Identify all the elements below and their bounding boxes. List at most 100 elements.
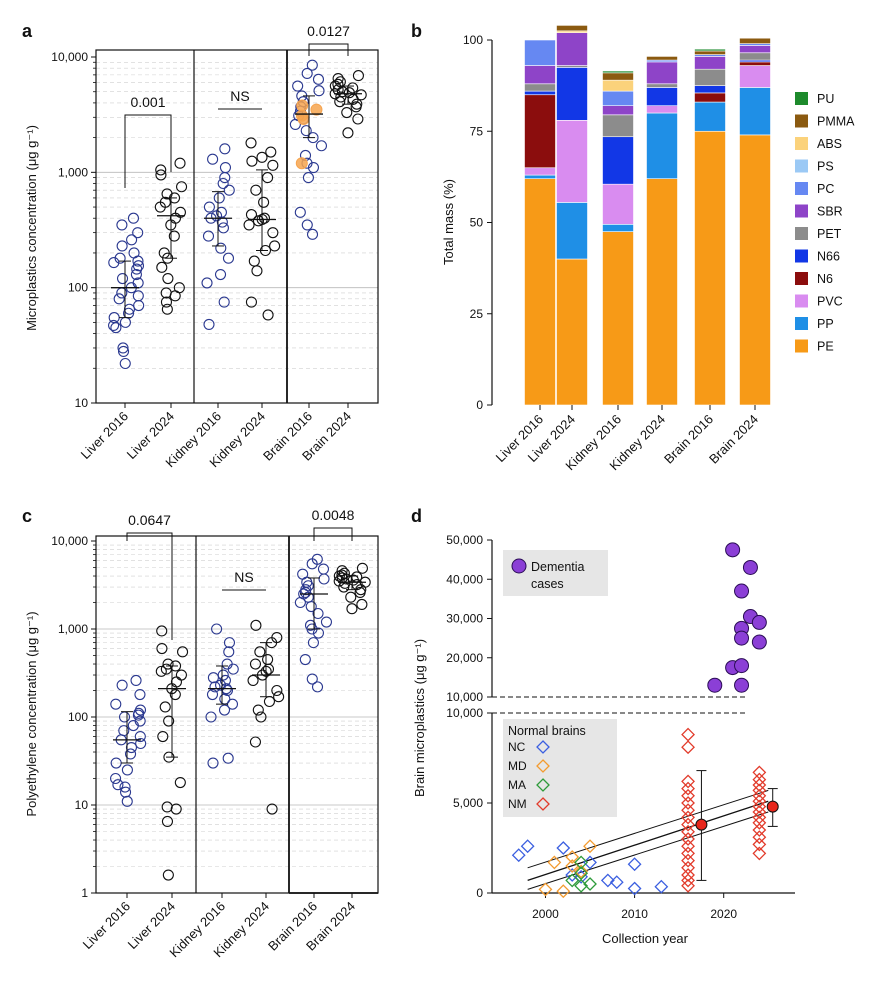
legend-swatch-pe	[795, 339, 808, 353]
datapoint-nm-diamond	[752, 783, 767, 798]
legend-swatch-n66	[795, 249, 808, 263]
datapoint-kidney-2024	[263, 695, 275, 708]
datapoint-liver-2024	[161, 815, 174, 828]
highlighted-datapoint	[295, 157, 308, 170]
legend-label-n6: N6	[817, 272, 833, 286]
y-tick-label: 100	[463, 33, 483, 47]
datapoint-brain-2016	[311, 553, 323, 565]
legend-swatch-abs	[795, 137, 808, 150]
datapoint-kidney-2016	[217, 177, 229, 190]
datapoint-kidney-2024	[246, 155, 258, 167]
bar-segment-pmma-brain-2016	[694, 50, 726, 55]
x-tick-label-liver-2024: Liver 2024	[125, 899, 179, 953]
datapoint-liver-2016	[132, 290, 144, 302]
panel-c-ylabel: Polyethylene concentration (μg g⁻¹)	[24, 611, 39, 816]
panel-a-y-axis: 10 100 1,000 10,000	[51, 50, 96, 410]
y-tick-label-lower: 10,000	[446, 706, 483, 720]
datapoint-liver-2024	[159, 196, 171, 208]
significance-bracket	[126, 532, 173, 640]
datapoint-brain-2016	[320, 616, 333, 628]
datapoint-kidney-2016	[219, 143, 231, 155]
highlighted-datapoint	[296, 99, 309, 112]
datapoint-liver-2024	[161, 303, 173, 315]
panel-c-frame	[95, 535, 379, 894]
datapoint-kidney-2024	[245, 137, 257, 149]
datapoint-nm-diamond	[752, 765, 767, 780]
datapoint-nm-diamond	[752, 830, 767, 845]
datapoint-kidney-2016	[206, 688, 219, 701]
datapoint-nm-diamond	[681, 824, 695, 839]
bar-segment-pmma-kidney-2016	[602, 72, 634, 81]
bar-segment-pmma-brain-2024	[739, 37, 771, 44]
datapoint-liver-2016	[123, 303, 136, 315]
datapoint-kidney-2016	[215, 242, 227, 254]
panel-c-y-axis: 1 10 100 1,000 10,000	[51, 534, 96, 900]
datapoint-kidney-2024	[258, 212, 271, 224]
datapoint-liver-2016	[118, 725, 130, 737]
datapoint-liver-2024	[162, 272, 174, 285]
y-tick-label: 10	[75, 798, 89, 812]
datapoint-liver-2016	[119, 786, 132, 798]
datapoint-kidney-2016	[227, 663, 239, 675]
datapoint-brain-2016	[297, 568, 309, 580]
datapoint-dementia	[742, 559, 758, 575]
datapoint-kidney-2024	[254, 646, 266, 658]
bar-segment-pp-kidney-2024	[646, 112, 678, 179]
bar-segment-abs-kidney-2016	[602, 79, 634, 92]
bar-segment-pmma-kidney-2024	[646, 56, 678, 61]
datapoint-kidney-2024	[243, 219, 255, 231]
datapoint-nm-diamond	[752, 846, 767, 861]
bar-segment-pe-brain-2016	[694, 130, 726, 406]
panel-c: 1 10 100 1,000 10,000 Polyethylene concentra…	[24, 507, 379, 960]
datapoint-brain-2024	[332, 84, 344, 96]
datapoint-liver-2024	[169, 688, 181, 701]
datapoint-liver-2016	[134, 704, 147, 716]
datapoint-nc-diamond	[609, 875, 624, 890]
datapoint-brain-2024	[336, 565, 348, 577]
datapoint-liver-2024	[159, 701, 171, 713]
bar-segment-pe-kidney-2024	[646, 178, 678, 406]
bar-segment-pe-liver-2024	[556, 258, 588, 406]
bar-segment-pp-kidney-2016	[602, 224, 634, 232]
datapoint-liver-2024	[155, 164, 167, 176]
datapoint-kidney-2024	[255, 711, 267, 723]
panel-b-y-axis: 0 25 50 75 100	[463, 33, 492, 412]
datapoint-md-diamond	[574, 864, 589, 879]
datapoint-liver-2024	[156, 642, 168, 655]
datapoint-liver-2016	[132, 227, 144, 239]
datapoint-brain-2016	[301, 219, 313, 231]
datapoint-nm-diamond	[752, 778, 767, 792]
datapoint-liver-2016	[116, 272, 129, 285]
datapoint-kidney-2016	[202, 230, 215, 242]
datapoint-kidney-2016	[205, 711, 217, 723]
datapoint-liver-2016	[117, 342, 129, 354]
y-tick-label: 100	[68, 281, 88, 295]
datapoint-liver-2016	[134, 730, 146, 743]
datapoint-brain-2024	[332, 78, 344, 90]
datapoint-brain-2016	[301, 67, 313, 80]
datapoint-liver-2016	[130, 268, 142, 281]
datapoint-liver-2016	[108, 312, 120, 324]
legend-diamond-md	[536, 759, 550, 773]
panel-a-label: a	[22, 21, 33, 41]
datapoint-nm-diamond	[752, 788, 767, 803]
legend-label-n66: N66	[817, 250, 840, 264]
datapoint-kidney-2016	[219, 162, 232, 174]
datapoint-liver-2024	[163, 715, 175, 727]
legend-diamond-nm	[536, 797, 550, 811]
datapoint-liver-2016	[110, 698, 122, 710]
y-tick-label-upper: 10,000	[446, 690, 483, 704]
datapoint-brain-2024	[332, 73, 344, 85]
legend-swatch-n6	[795, 272, 808, 285]
datapoint-kidney-2016	[221, 658, 233, 670]
datapoint-brain-2024	[352, 113, 364, 125]
datapoint-brain-2024	[355, 89, 367, 101]
panel-b-ylabel: Total mass (%)	[441, 179, 456, 265]
bar-segment-pp-brain-2016	[694, 101, 726, 132]
datapoint-brain-2024	[356, 598, 368, 611]
datapoint-kidney-2024	[262, 653, 274, 666]
datapoint-md-diamond	[583, 839, 597, 854]
significance-label: 0.0127	[307, 23, 350, 39]
datapoint-liver-2024	[160, 296, 173, 308]
datapoint-liver-2016	[124, 748, 137, 760]
